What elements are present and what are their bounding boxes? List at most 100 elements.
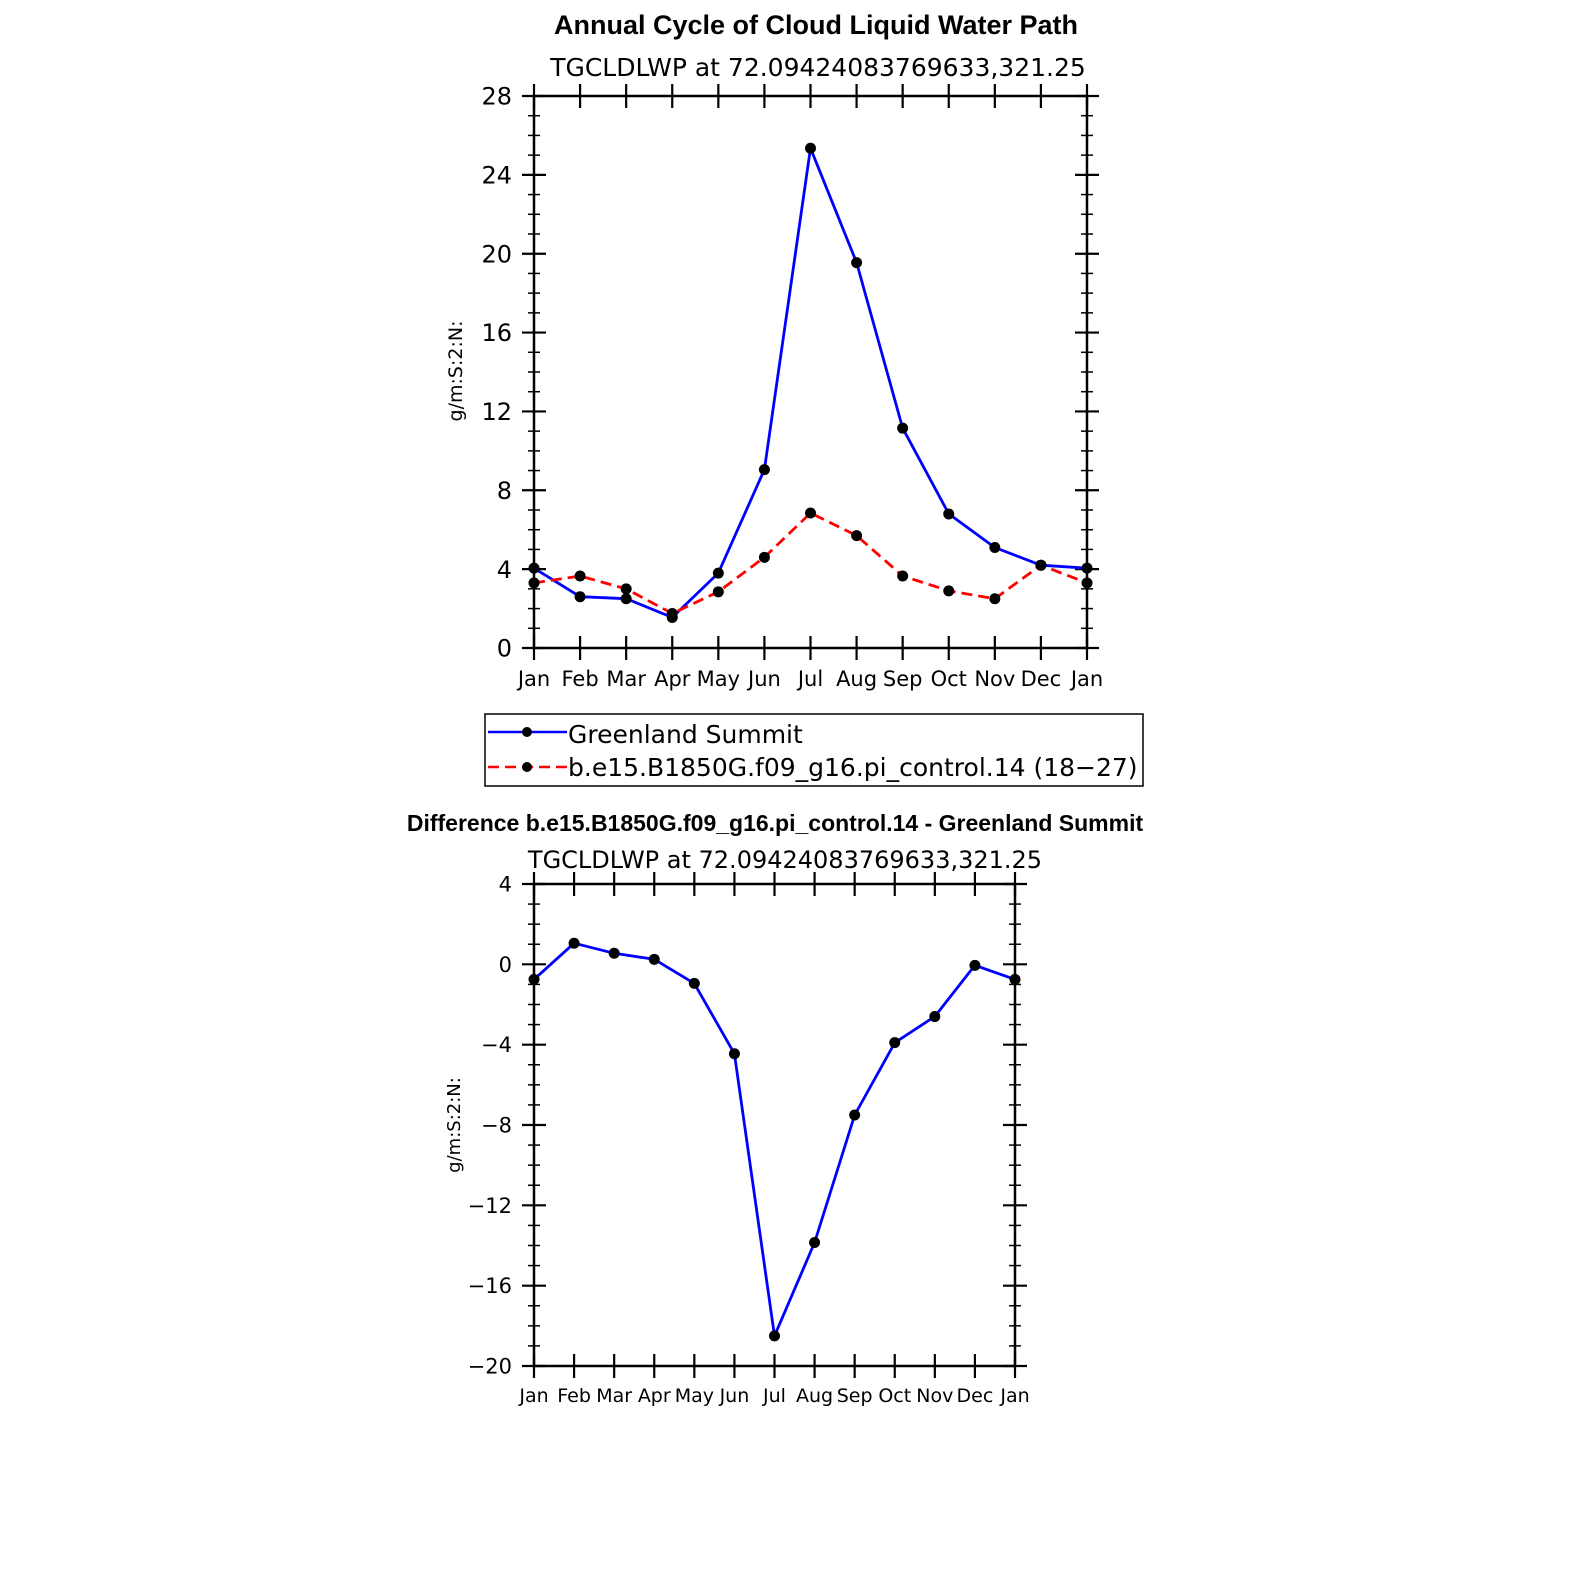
chart1-y-axis-label: g/m:S:2:N:: [445, 321, 467, 422]
chart1-x-tick-label: Jul: [796, 667, 823, 691]
chart2-series-0-point: [929, 1011, 941, 1023]
chart1-series-1-point: [851, 530, 863, 542]
chart2-series-0-point: [969, 959, 981, 971]
chart2-y-tick-label: −4: [481, 1033, 512, 1057]
chart2-y-tick-labels: −20 −16 −12 −8 −4 0 4: [468, 873, 512, 1379]
chart2-ticks: [522, 872, 1027, 1378]
chart1-series-0-point: [574, 591, 586, 603]
chart1-series-1-point: [989, 593, 1001, 605]
legend-box: [484, 713, 1144, 787]
chart2-x-tick-label: May: [675, 1385, 714, 1407]
legend-marker-greenland: [522, 727, 532, 737]
chart1-subtitle: TGCLDLWP at 72.09424083769633,321.25: [549, 53, 1086, 82]
difference-chart: Difference b.e15.B1850G.f09_g16.pi_contr…: [407, 810, 1144, 1407]
chart1-x-tick-label: Aug: [836, 667, 877, 691]
chart2-x-tick-labels: Jan Feb Mar Apr May Jun Jul Aug Sep Oct Nov Dec Jan: [518, 1385, 1029, 1407]
chart1-series-0-point: [851, 257, 863, 269]
chart2-subtitle: TGCLDLWP at 72.09424083769633,321.25: [527, 846, 1042, 874]
chart1-series-1-point: [1081, 577, 1093, 589]
chart2-y-tick-label: 0: [499, 953, 512, 977]
chart2-x-tick-label: Jan: [518, 1385, 548, 1407]
chart1-y-tick-label: 8: [497, 477, 512, 505]
legend-label-model: b.e15.B1850G.f09_g16.pi_control.14 (18−2…: [568, 753, 1138, 782]
chart2-series-0-point: [648, 953, 660, 965]
chart1-series-0-point: [943, 508, 955, 520]
chart2-series-0-point: [688, 977, 700, 989]
chart1-series: [528, 142, 1093, 623]
chart2-series-0-point: [568, 937, 580, 949]
chart2-series-0-point: [889, 1037, 901, 1049]
chart1-y-tick-label: 28: [481, 83, 512, 111]
chart1-y-tick-label: 12: [481, 398, 512, 426]
chart1-x-tick-label: May: [697, 667, 740, 691]
chart1-series-0-point: [805, 142, 816, 154]
chart1-series-1-point: [528, 577, 540, 589]
chart1-x-tick-label: Oct: [931, 667, 967, 691]
chart2-series-0-point: [528, 973, 540, 985]
chart2-y-axis-label: g/m:S:2:N:: [444, 1077, 465, 1173]
chart2-series-0-point: [608, 947, 620, 959]
chart1-x-tick-label: Nov: [974, 667, 1015, 691]
chart1-series-line-0: [533, 146, 1088, 619]
chart2-x-tick-label: Sep: [837, 1385, 873, 1407]
chart1-series-1-point: [805, 507, 816, 519]
chart1-series-0-point: [1081, 562, 1093, 574]
chart2-series-0-point: [769, 1330, 780, 1342]
chart2-x-tick-label: Jun: [719, 1385, 750, 1407]
chart2-series-0-point: [809, 1236, 821, 1248]
chart2-x-tick-label: Mar: [596, 1385, 632, 1407]
chart1-series-1-point: [758, 551, 770, 563]
chart1-series-1-point: [620, 583, 632, 595]
chart1-series-0-point: [620, 593, 632, 605]
chart1-y-tick-labels: 0 4 8 12 16 20 24 28: [481, 83, 512, 663]
chart1-series-0-point: [758, 464, 770, 476]
chart2-series-line-0: [533, 941, 1016, 1338]
chart1-x-tick-label: Sep: [883, 667, 923, 691]
chart2-y-tick-label: −8: [481, 1114, 512, 1138]
chart2-x-tick-label: Feb: [557, 1385, 591, 1407]
chart1-series-1-point: [712, 586, 724, 598]
chart2-series: [528, 937, 1021, 1342]
chart2-title: Difference b.e15.B1850G.f09_g16.pi_contr…: [407, 810, 1144, 836]
chart1-y-tick-label: 20: [481, 240, 512, 268]
chart1-plot-frame: [532, 94, 1089, 650]
chart2-x-tick-label: Jan: [999, 1385, 1029, 1407]
chart1-x-tick-label: Feb: [561, 667, 598, 691]
chart2-plot-frame: [532, 882, 1017, 1368]
chart2-x-tick-label: Oct: [878, 1385, 911, 1407]
chart1-y-tick-label: 16: [481, 319, 512, 347]
chart2-series-0-point: [1009, 973, 1021, 985]
chart2-x-tick-label: Aug: [796, 1385, 833, 1407]
chart1-series-1-point: [574, 570, 586, 582]
chart1-series-0-point: [897, 422, 909, 434]
chart2-series-0-point: [849, 1109, 861, 1121]
chart1-series-0-point: [989, 541, 1001, 553]
chart1-x-tick-label: Mar: [606, 667, 646, 691]
chart1-y-tick-label: 4: [497, 556, 512, 584]
chart2-x-tick-label: Nov: [916, 1385, 953, 1407]
chart1-y-tick-label: 0: [497, 635, 512, 663]
chart2-y-tick-label: −20: [468, 1355, 512, 1379]
chart1-x-tick-label: Apr: [654, 667, 691, 691]
chart1-series-1-point: [1035, 559, 1047, 571]
chart1-series-0-point: [712, 567, 724, 579]
chart1-x-tick-label: Jan: [516, 667, 550, 691]
chart1-x-tick-label: Dec: [1021, 667, 1062, 691]
chart1-series-1-point: [943, 585, 955, 597]
chart1-series-1-point: [666, 608, 678, 619]
chart2-y-tick-label: 4: [499, 873, 512, 897]
chart2-x-tick-label: Jul: [762, 1385, 786, 1407]
chart1-title: Annual Cycle of Cloud Liquid Water Path: [554, 10, 1078, 40]
chart1-x-tick-label: Jun: [746, 667, 781, 691]
chart2-x-tick-label: Dec: [957, 1385, 994, 1407]
chart1-y-tick-label: 24: [481, 161, 512, 189]
chart2-series-0-point: [728, 1048, 740, 1060]
chart2-y-tick-label: −12: [468, 1194, 512, 1218]
chart2-x-tick-label: Apr: [638, 1385, 671, 1407]
legend-label-greenland: Greenland Summit: [568, 720, 803, 749]
chart1-legend: Greenland Summit b.e15.B1850G.f09_g16.pi…: [484, 713, 1144, 787]
legend-marker-model: [522, 762, 532, 772]
chart1-series-1-point: [897, 570, 909, 582]
chart2-y-tick-label: −16: [468, 1274, 512, 1298]
